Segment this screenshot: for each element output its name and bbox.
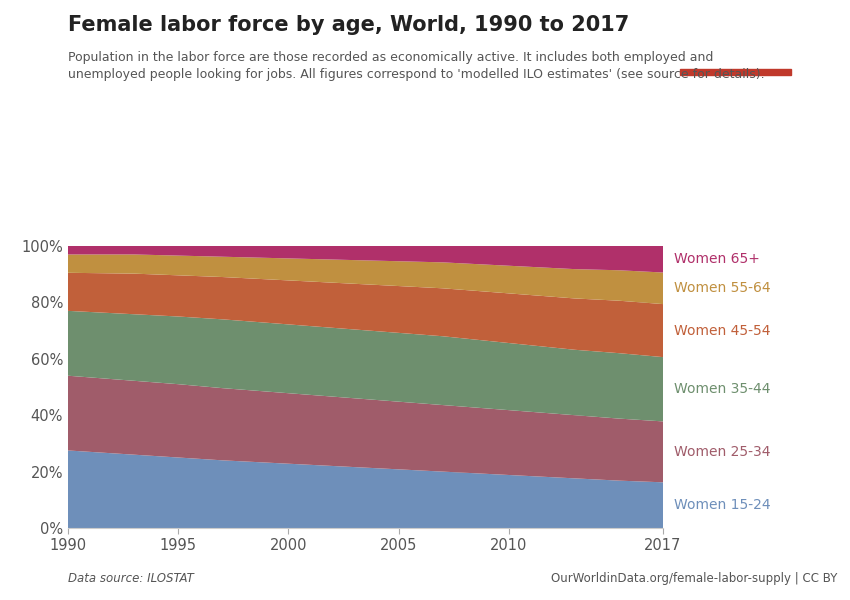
Text: Data source: ILOSTAT: Data source: ILOSTAT [68, 572, 194, 585]
Bar [680, 69, 790, 75]
Text: Women 15-24: Women 15-24 [674, 498, 771, 512]
Text: Female labor force by age, World, 1990 to 2017: Female labor force by age, World, 1990 t… [68, 15, 629, 35]
Text: Women 25-34: Women 25-34 [674, 445, 771, 459]
Text: Women 65+: Women 65+ [674, 252, 760, 266]
Text: Women 35-44: Women 35-44 [674, 382, 771, 396]
Text: Population in the labor force are those recorded as economically active. It incl: Population in the labor force are those … [68, 51, 765, 81]
Text: OurWorldinData.org/female-labor-supply | CC BY: OurWorldinData.org/female-labor-supply |… [551, 572, 837, 585]
Text: Women 55-64: Women 55-64 [674, 281, 771, 295]
Text: in Data: in Data [713, 47, 757, 57]
Text: Our World: Our World [704, 29, 767, 39]
Text: Women 45-54: Women 45-54 [674, 323, 771, 338]
